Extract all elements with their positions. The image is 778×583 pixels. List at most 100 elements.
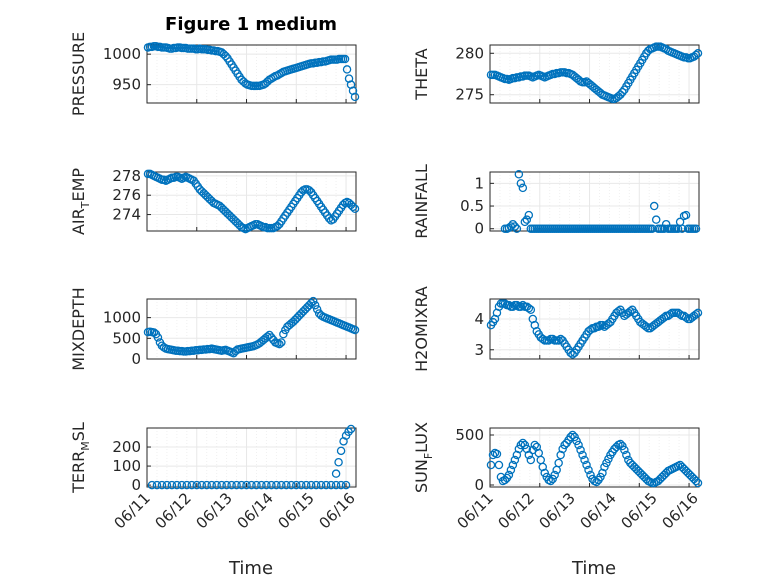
series-markers: [486, 42, 703, 104]
data-point: [554, 458, 563, 468]
data-point: [157, 480, 167, 490]
y-tick-label: 4: [474, 310, 484, 328]
figure-title: Figure 1 medium: [165, 14, 337, 35]
x-axis-label-right: Time: [571, 558, 616, 579]
x-tick-label: 06/12: [495, 489, 538, 532]
y-tick-label: 3: [474, 341, 484, 359]
data-point: [494, 460, 504, 470]
series-markers: [486, 430, 703, 488]
x-tick-label: 06/12: [152, 489, 195, 532]
data-point: [488, 450, 498, 460]
axes-box: [489, 427, 700, 488]
data-point: [574, 440, 583, 450]
data-point: [570, 432, 579, 442]
data-point: [558, 444, 567, 454]
series-markers: [143, 169, 360, 234]
data-point: [212, 480, 221, 490]
data-point: [177, 480, 187, 490]
data-point: [510, 455, 520, 465]
data-point: [600, 462, 609, 472]
data-point: [677, 224, 687, 233]
data-point: [272, 480, 281, 490]
data-point: [516, 440, 526, 450]
data-point: [153, 333, 163, 342]
data-point: [586, 470, 595, 480]
data-point: [578, 450, 587, 460]
x-tick-label: 06/15: [275, 489, 318, 532]
data-point: [691, 50, 701, 60]
series-markers: [143, 296, 360, 358]
y-tick-label: 1: [474, 174, 484, 192]
data-point: [506, 465, 516, 475]
data-point: [626, 307, 635, 316]
data-point: [526, 455, 536, 465]
data-point: [197, 480, 206, 490]
data-point: [622, 450, 631, 460]
data-point: [287, 480, 296, 490]
data-point: [340, 54, 350, 64]
y-axis-label: SUNFLUX: [412, 422, 435, 493]
y-tick-label: 0.5: [460, 197, 484, 215]
data-point: [693, 478, 703, 488]
data-point: [618, 87, 627, 97]
data-point: [350, 325, 360, 335]
y-tick-label: 0: [474, 220, 484, 238]
data-point: [192, 480, 202, 490]
data-point: [518, 183, 528, 193]
data-point: [504, 300, 514, 310]
subplot-h2omixra: 3 4 H2OMIXRA: [412, 286, 703, 372]
data-point: [312, 305, 322, 314]
data-point: [308, 296, 318, 306]
data-point: [520, 440, 530, 450]
data-point: [614, 307, 623, 316]
data-point: [221, 51, 230, 61]
data-point: [566, 432, 575, 442]
data-point: [514, 444, 524, 454]
axes-box: [146, 427, 357, 488]
data-point: [512, 224, 522, 233]
data-point: [492, 449, 502, 459]
data-point: [187, 480, 197, 490]
y-tick-label: 274: [112, 206, 141, 224]
x-tick-label: 06/15: [618, 489, 661, 532]
subplot-pressure: 950 1000 PRESSURE: [69, 32, 360, 116]
data-point: [182, 480, 192, 490]
data-point: [520, 217, 530, 227]
data-point: [594, 322, 603, 331]
data-point: [681, 210, 691, 220]
data-point: [167, 480, 177, 490]
data-point: [350, 204, 360, 214]
subplot-sun-flux: 0 500 SUNFLUX 06/1106/1206/1306/1406/1506/1…: [412, 422, 703, 532]
axes-box: [489, 171, 700, 232]
subplot-theta: 275 280 THETA: [412, 42, 703, 104]
data-point: [262, 480, 271, 490]
data-point: [548, 474, 557, 484]
series-markers: [143, 41, 360, 102]
data-point: [524, 303, 534, 313]
data-point: [620, 445, 629, 455]
data-point: [524, 210, 534, 220]
data-point: [207, 480, 216, 490]
series-markers: [500, 170, 701, 233]
data-point: [342, 65, 352, 74]
series-markers: [486, 299, 703, 359]
data-point: [530, 440, 540, 450]
y-axis-label: TERRMSL: [69, 422, 92, 494]
data-point: [512, 450, 522, 460]
data-point: [222, 480, 231, 490]
data-point: [275, 339, 284, 349]
y-tick-label: 275: [455, 86, 484, 104]
data-point: [522, 444, 532, 454]
subplot-mixdepth: 0 500 1000 MIXDEPTH: [69, 287, 360, 371]
data-point: [544, 336, 553, 345]
x-tick-label: 06/14: [234, 489, 277, 532]
data-point: [331, 480, 341, 490]
y-tick-label: 0: [131, 476, 141, 494]
y-tick-label: 0: [131, 350, 141, 368]
data-point: [341, 480, 351, 490]
data-point: [659, 224, 669, 233]
data-point: [348, 202, 358, 212]
data-point: [649, 201, 659, 211]
data-point: [310, 300, 320, 310]
